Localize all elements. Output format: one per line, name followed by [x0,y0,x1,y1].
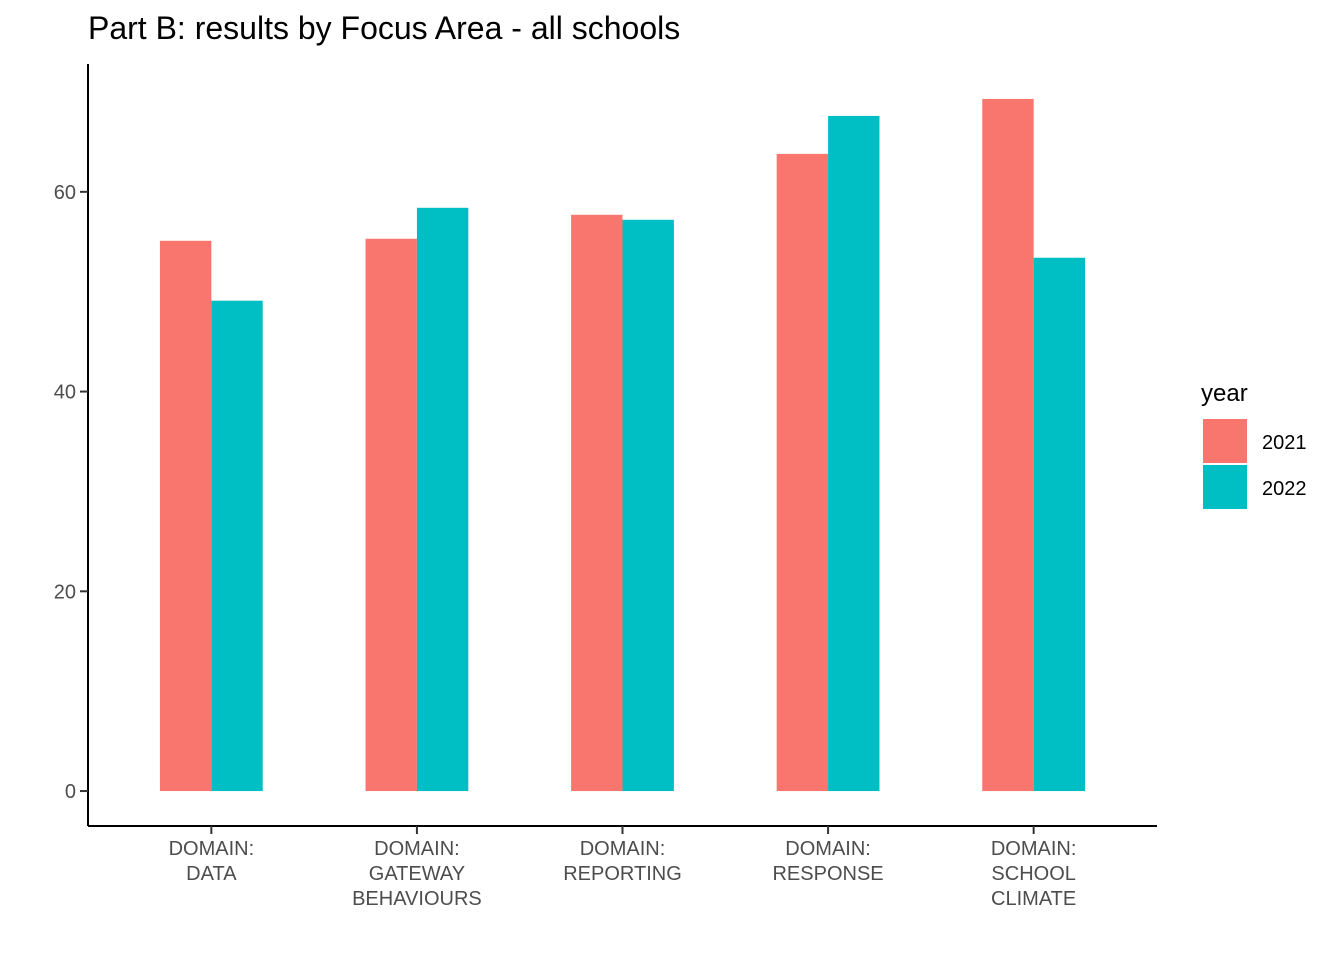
bar-2021-2 [571,214,623,792]
y-axis-ticks: 0 20 40 60 [54,182,88,803]
y-tick-label: 40 [54,382,76,404]
x-tick-label: DOMAIN: RESPONSE [772,838,883,885]
bar-2022-1 [416,207,469,792]
bars-layer [159,98,1086,792]
chart-title: Part B: results by Focus Area - all scho… [88,10,680,46]
legend: year 2021 2022 [1201,380,1307,509]
x-tick-label: DOMAIN: REPORTING [563,838,682,885]
x-tick-label: DOMAIN: SCHOOL CLIMATE [991,838,1077,910]
x-tick-label: DOMAIN: GATEWAY BEHAVIOURS [352,838,482,910]
bar-2021-0 [159,240,212,792]
x-axis-ticks: DOMAIN: DATA DOMAIN: GATEWAY BEHAVIOURS DOMAI… [169,826,1077,910]
legend-label-2022: 2022 [1262,478,1307,500]
y-tick-label: 60 [54,182,76,204]
bar-2021-1 [365,238,417,792]
legend-title: year [1201,380,1248,407]
bar-2021-3 [776,153,829,792]
bar-2021-4 [982,98,1034,792]
x-tick-label: DOMAIN: DATA [169,838,255,885]
bar-2022-0 [211,300,263,792]
legend-key-2021 [1203,419,1247,463]
bar-2022-4 [1033,257,1086,792]
legend-key-2022 [1203,465,1247,509]
bar-2022-3 [828,115,880,792]
y-tick-label: 0 [65,781,76,803]
legend-label-2021: 2021 [1262,432,1307,454]
bar-2022-2 [622,219,674,792]
y-tick-label: 20 [54,581,76,603]
